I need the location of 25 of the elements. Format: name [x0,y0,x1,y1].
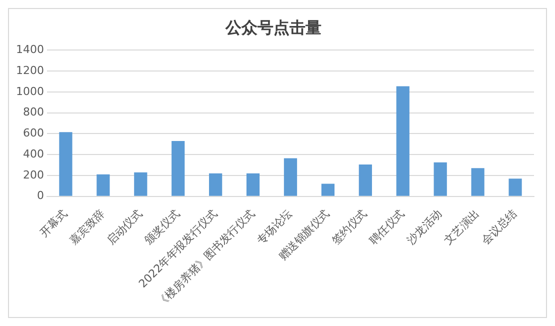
bar [209,173,222,196]
bar [471,168,484,196]
y-tick-label: 1200 [16,64,44,77]
bar [358,164,372,196]
chart-title: 公众号点击量 [224,18,322,37]
x-tick-label: 会议总结 [479,206,520,248]
y-tick-label: 200 [22,168,44,182]
bar [96,174,110,196]
bar [134,172,148,196]
bar [59,132,72,196]
y-tick-label: 1400 [16,43,44,56]
bar [321,184,335,196]
bar [246,173,260,196]
y-tick-label: 0 [36,189,44,202]
x-tick-label: 开幕式 [37,206,70,240]
bar [396,86,410,196]
y-tick-label: 600 [22,126,44,140]
y-tick-label: 400 [22,147,44,160]
bar [172,141,185,196]
bar [434,162,447,196]
bar [508,178,522,196]
x-tick-label: 文艺演出 [442,206,482,248]
y-tick-label: 800 [22,106,44,119]
bar [284,158,298,196]
y-tick-label: 1000 [16,84,44,98]
